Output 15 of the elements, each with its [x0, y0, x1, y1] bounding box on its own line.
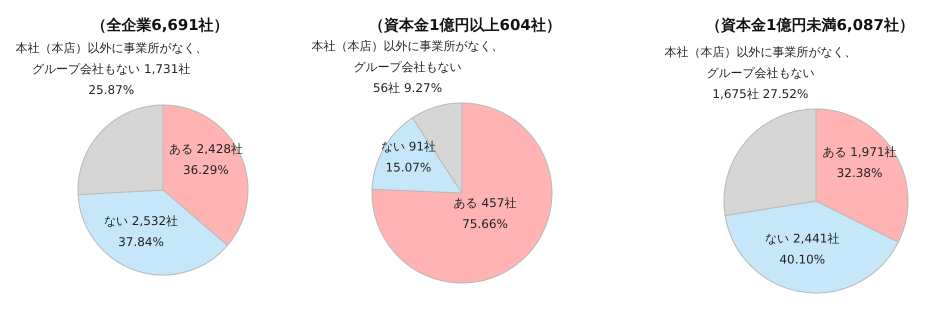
chart-title: （全企業6,691社） [90, 16, 230, 35]
slice-label: ない 91社 15.07% [380, 140, 436, 175]
slice-label: 本社（本店）以外に事業所がなく、グループ会社もない [664, 45, 856, 80]
slice-label: ある 457社 75.66% [454, 196, 516, 232]
slice-label: 本社（本店）以外に事業所がなく、グループ会社もない 1,731社 25.87% [15, 41, 208, 97]
chart-title: （資本金1億円未満6,087社） [705, 16, 915, 35]
slice-label: ない 2,532社 37.84% [104, 214, 178, 249]
slice-label: ある 1,971社 32.38% [822, 145, 897, 180]
slice-label: 本社（本店）以外に事業所がなく、グループ会社もない [312, 39, 504, 74]
slice-label: ある 2,428社 36.29% [168, 142, 243, 177]
data-label: 1,675社 27.52% [712, 87, 808, 101]
data-label: 56社 9.27% [372, 81, 442, 95]
slice-label: ない 2,441社 40.10% [765, 231, 840, 266]
chart-title: （資本金1億円以上604社） [368, 16, 562, 35]
pie-slice [372, 102, 552, 284]
